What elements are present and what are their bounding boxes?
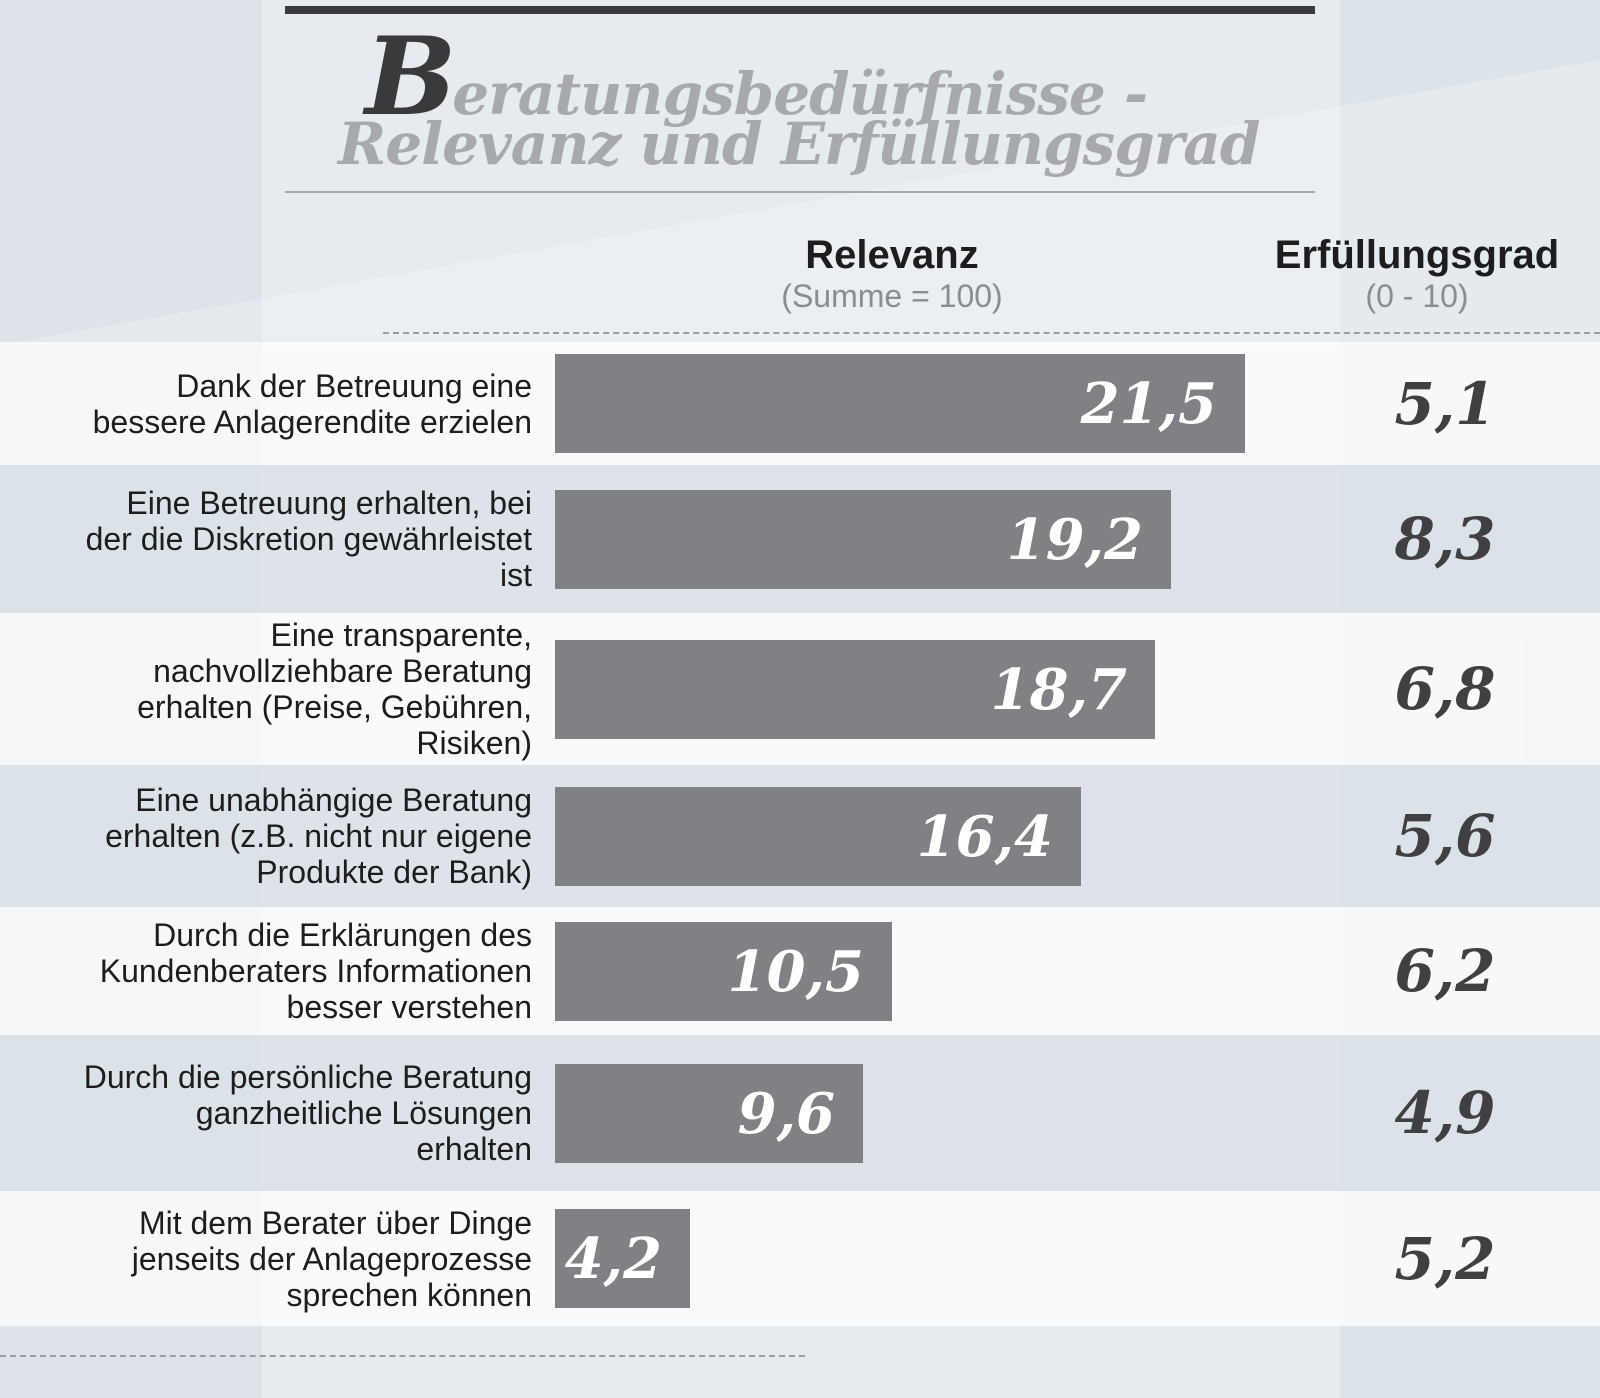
erfuellung-value-label: 8,3 xyxy=(1394,505,1496,573)
category-label: Eine transparente, nachvollziehbare Bera… xyxy=(137,617,532,761)
erfuellung-value-label: 5,2 xyxy=(1394,1224,1496,1293)
category-label: Eine unabhängige Beratung erhalten (z.B.… xyxy=(105,782,532,890)
chart-row: Durch die persönliche Beratung ganzheitl… xyxy=(0,1035,1600,1191)
relevanz-bar: 4,2 xyxy=(555,1209,690,1308)
erfuellung-column-header: Erfüllungsgrad (0 - 10) xyxy=(1252,232,1582,314)
divider-dashed-top xyxy=(383,332,1600,334)
chart-row: Eine transparente, nachvollziehbare Bera… xyxy=(0,613,1600,765)
relevanz-header: Relevanz xyxy=(805,233,979,277)
category-label: Mit dem Berater über Dinge jenseits der … xyxy=(131,1205,532,1313)
relevanz-value-label: 18,7 xyxy=(990,656,1127,723)
relevanz-value-label: 16,4 xyxy=(916,803,1053,870)
relevanz-column-header: Relevanz (Summe = 100) xyxy=(742,232,1042,314)
title-rule xyxy=(285,191,1315,193)
divider-dashed-bottom xyxy=(0,1355,805,1357)
erfuellung-value-label: 6,8 xyxy=(1394,655,1496,723)
chart-row: Mit dem Berater über Dinge jenseits der … xyxy=(0,1191,1600,1326)
chart-title-line2: Relevanz und Erfüllungsgrad xyxy=(338,110,1260,178)
relevanz-bar: 18,7 xyxy=(555,640,1155,739)
category-label: Dank der Betreuung eine bessere Anlagere… xyxy=(92,368,532,440)
relevanz-subheader: (Summe = 100) xyxy=(781,278,1003,314)
chart-row: Dank der Betreuung eine bessere Anlagere… xyxy=(0,342,1600,465)
relevanz-bar: 10,5 xyxy=(555,922,892,1021)
relevanz-bar: 16,4 xyxy=(555,787,1081,886)
title-initial: B xyxy=(365,14,456,140)
chart-title-line1: Beratungsbedürfnisse - xyxy=(365,14,1148,140)
relevanz-bar: 9,6 xyxy=(555,1064,863,1163)
chart-row: Durch die Erklärungen des Kundenberaters… xyxy=(0,907,1600,1035)
erfuellung-value-label: 6,2 xyxy=(1394,937,1496,1005)
erfuellung-header: Erfüllungsgrad xyxy=(1274,233,1560,277)
erfuellung-subheader: (0 - 10) xyxy=(1365,278,1469,314)
title-top-bar xyxy=(285,6,1315,14)
relevanz-value-label: 4,2 xyxy=(564,1225,662,1292)
chart-row: Eine Betreuung erhalten, bei der die Dis… xyxy=(0,465,1600,613)
relevanz-value-label: 19,2 xyxy=(1006,506,1143,573)
erfuellung-value-label: 4,9 xyxy=(1394,1079,1496,1147)
title-line1-rest: eratungsbedürfnisse - xyxy=(452,60,1148,128)
chart-row: Eine unabhängige Beratung erhalten (z.B.… xyxy=(0,765,1600,907)
relevanz-value-label: 21,5 xyxy=(1080,370,1217,437)
relevanz-value-label: 10,5 xyxy=(727,938,864,1005)
erfuellung-value-label: 5,6 xyxy=(1394,802,1496,870)
erfuellung-value-label: 5,1 xyxy=(1394,369,1496,438)
category-label: Durch die Erklärungen des Kundenberaters… xyxy=(99,917,532,1025)
relevanz-bar: 19,2 xyxy=(555,490,1171,589)
relevanz-value-label: 9,6 xyxy=(737,1080,835,1147)
category-label: Eine Betreuung erhalten, bei der die Dis… xyxy=(85,485,532,593)
relevanz-bar: 21,5 xyxy=(555,354,1245,453)
category-label: Durch die persönliche Beratung ganzheitl… xyxy=(83,1059,532,1167)
background-diagonal xyxy=(0,60,1600,345)
